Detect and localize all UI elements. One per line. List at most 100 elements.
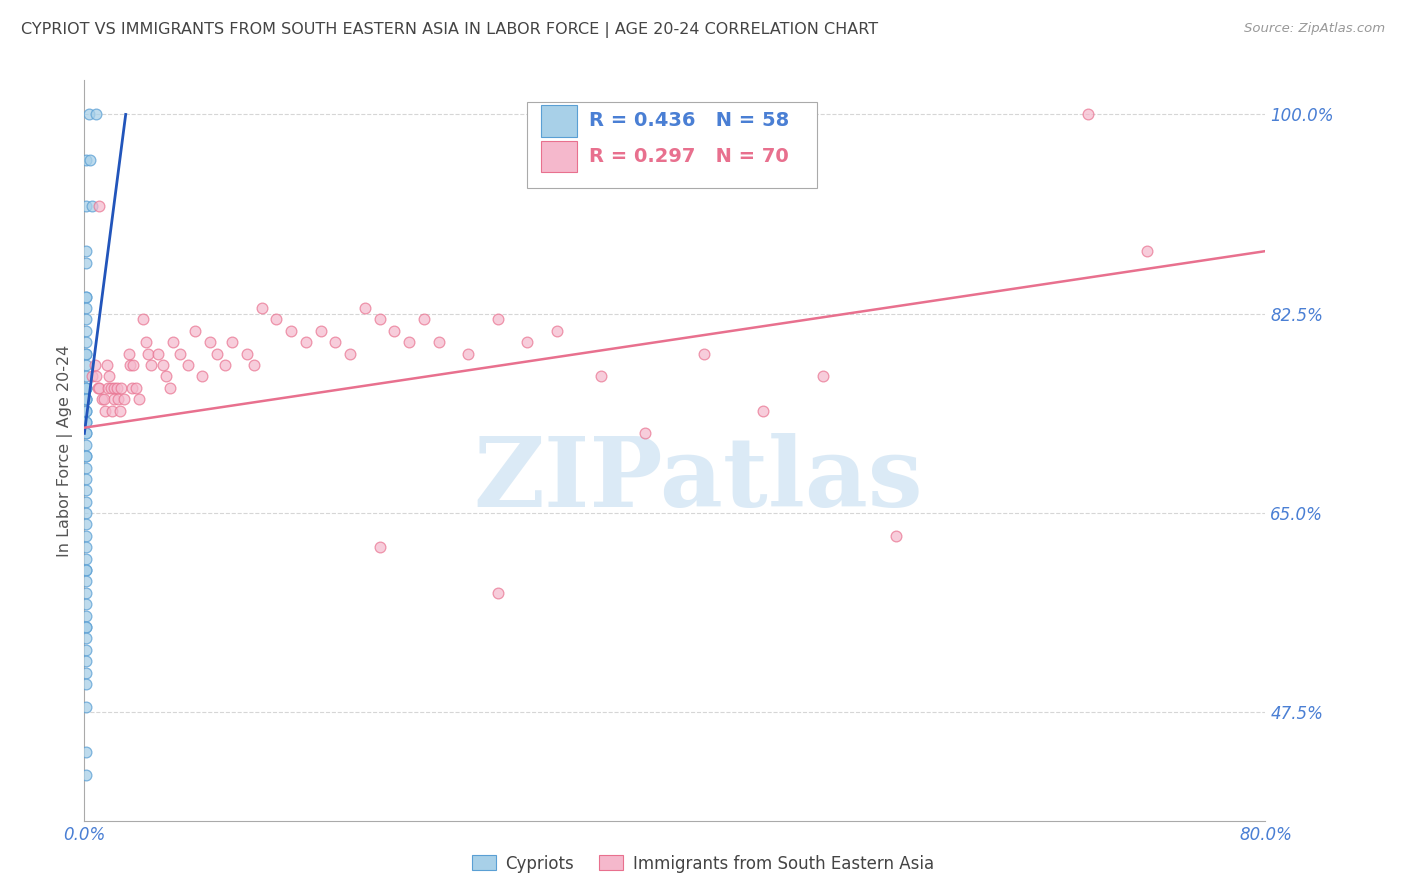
- Point: [80, 198, 103, 212]
- Point: [236, 346, 259, 360]
- Point: [75, 392, 97, 407]
- Point: [75, 620, 97, 634]
- Point: [75, 745, 97, 759]
- Point: [280, 324, 302, 338]
- Point: [75, 426, 97, 441]
- Point: [75, 506, 97, 520]
- Point: [75, 699, 97, 714]
- Point: [413, 312, 436, 326]
- Point: [75, 255, 97, 269]
- Point: [75, 529, 97, 543]
- Point: [398, 335, 420, 350]
- Point: [75, 403, 97, 417]
- Point: [108, 403, 131, 417]
- Text: Source: ZipAtlas.com: Source: ZipAtlas.com: [1244, 22, 1385, 36]
- Point: [368, 541, 391, 555]
- Point: [75, 392, 97, 407]
- Point: [128, 392, 150, 407]
- Point: [266, 312, 288, 326]
- Point: [75, 563, 97, 577]
- Point: [75, 426, 97, 441]
- Point: [91, 392, 114, 407]
- Point: [634, 426, 657, 441]
- Point: [75, 517, 97, 532]
- Point: [486, 312, 509, 326]
- Point: [516, 335, 538, 350]
- Point: [87, 198, 111, 212]
- Point: [79, 153, 101, 167]
- Point: [94, 403, 117, 417]
- Point: [84, 369, 107, 384]
- Point: [693, 346, 716, 360]
- Point: [75, 768, 97, 782]
- Point: [75, 541, 97, 555]
- Point: [75, 551, 97, 566]
- Point: [169, 346, 191, 360]
- Point: [122, 358, 145, 372]
- Point: [198, 335, 221, 350]
- Point: [75, 449, 97, 463]
- Point: [112, 392, 135, 407]
- Point: [1077, 107, 1099, 121]
- Point: [132, 312, 155, 326]
- Point: [118, 346, 141, 360]
- Point: [97, 381, 120, 395]
- Point: [75, 620, 97, 634]
- Point: [75, 574, 97, 589]
- Point: [309, 324, 332, 338]
- Point: [75, 369, 97, 384]
- Point: [75, 403, 97, 417]
- Point: [77, 107, 100, 121]
- Point: [75, 392, 97, 407]
- Point: [87, 381, 111, 395]
- Point: [101, 403, 124, 417]
- Point: [457, 346, 479, 360]
- Point: [591, 107, 613, 121]
- Point: [75, 677, 97, 691]
- Point: [125, 381, 148, 395]
- FancyBboxPatch shape: [527, 103, 817, 187]
- Point: [75, 608, 97, 623]
- Point: [752, 403, 775, 417]
- Point: [75, 415, 97, 429]
- Point: [100, 381, 122, 395]
- Point: [339, 346, 361, 360]
- Point: [75, 563, 97, 577]
- Point: [75, 346, 97, 360]
- Point: [86, 381, 108, 395]
- Point: [75, 597, 97, 611]
- Point: [75, 301, 97, 315]
- Point: [75, 381, 97, 395]
- Point: [75, 290, 97, 304]
- Point: [120, 358, 142, 372]
- Point: [75, 449, 97, 463]
- Point: [368, 312, 391, 326]
- Bar: [541, 141, 576, 172]
- Point: [886, 529, 908, 543]
- Point: [75, 312, 97, 326]
- Point: [110, 381, 132, 395]
- Point: [486, 586, 509, 600]
- Point: [177, 358, 200, 372]
- Point: [162, 335, 184, 350]
- Point: [75, 438, 97, 452]
- Point: [75, 198, 97, 212]
- Bar: [541, 105, 576, 136]
- Point: [155, 369, 177, 384]
- Point: [75, 472, 97, 486]
- Point: [152, 358, 174, 372]
- Text: R = 0.436   N = 58: R = 0.436 N = 58: [589, 112, 789, 130]
- Point: [75, 324, 97, 338]
- Point: [250, 301, 273, 315]
- Point: [75, 642, 97, 657]
- Point: [75, 586, 97, 600]
- Text: R = 0.297   N = 70: R = 0.297 N = 70: [589, 147, 789, 166]
- Point: [243, 358, 266, 372]
- Point: [75, 335, 97, 350]
- Point: [382, 324, 406, 338]
- Point: [295, 335, 318, 350]
- Point: [75, 654, 97, 668]
- Point: [427, 335, 450, 350]
- Point: [75, 494, 97, 508]
- Point: [75, 358, 97, 372]
